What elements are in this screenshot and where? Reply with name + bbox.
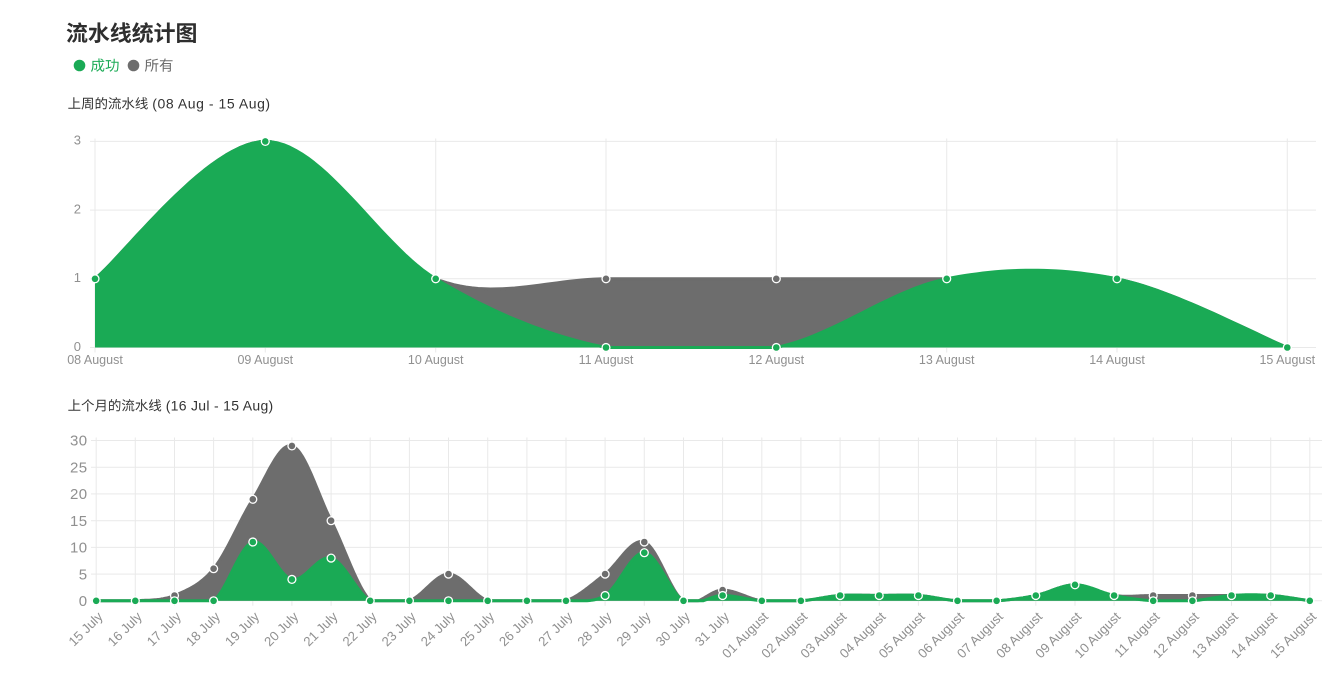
- svg-text:30 July: 30 July: [653, 609, 693, 649]
- svg-text:5: 5: [79, 566, 88, 583]
- svg-text:09 August: 09 August: [237, 353, 293, 367]
- svg-text:0: 0: [74, 339, 81, 354]
- svg-text:16 July: 16 July: [105, 609, 145, 649]
- svg-text:17 July: 17 July: [144, 609, 184, 649]
- svg-text:25 July: 25 July: [457, 609, 497, 649]
- svg-text:2: 2: [74, 201, 81, 216]
- svg-text:23 July: 23 July: [379, 609, 419, 649]
- svg-text:10 August: 10 August: [408, 353, 464, 367]
- svg-text:26 July: 26 July: [496, 609, 536, 649]
- svg-text:20 July: 20 July: [261, 609, 301, 649]
- svg-text:1: 1: [74, 270, 81, 285]
- svg-text:3: 3: [74, 133, 81, 148]
- svg-text:25: 25: [70, 459, 88, 476]
- svg-text:0: 0: [79, 593, 88, 610]
- svg-text:15: 15: [70, 513, 88, 530]
- svg-text:21 July: 21 July: [300, 609, 340, 649]
- svg-text:15 August: 15 August: [1259, 353, 1315, 367]
- svg-text:27 July: 27 July: [535, 609, 575, 649]
- svg-text:(08 Aug - 15 Aug): (08 Aug - 15 Aug): [152, 95, 270, 111]
- svg-text:22 July: 22 July: [340, 609, 380, 649]
- svg-text:(16 Jul - 15 Aug): (16 Jul - 15 Aug): [166, 397, 274, 413]
- svg-text:24 July: 24 July: [418, 609, 458, 649]
- svg-text:11 August: 11 August: [579, 353, 634, 367]
- svg-text:12 August: 12 August: [748, 353, 804, 367]
- svg-text:20: 20: [70, 486, 88, 503]
- svg-text:14 August: 14 August: [1089, 353, 1145, 367]
- svg-text:29 July: 29 July: [614, 609, 654, 649]
- svg-text:30: 30: [70, 433, 88, 450]
- svg-text:18 July: 18 July: [183, 609, 223, 649]
- svg-text:15 July: 15 July: [65, 609, 105, 649]
- svg-text:28 July: 28 July: [574, 609, 614, 649]
- svg-text:19 July: 19 July: [222, 609, 262, 649]
- svg-text:10: 10: [70, 540, 88, 557]
- svg-text:08 August: 08 August: [67, 353, 123, 367]
- svg-text:13 August: 13 August: [919, 353, 975, 367]
